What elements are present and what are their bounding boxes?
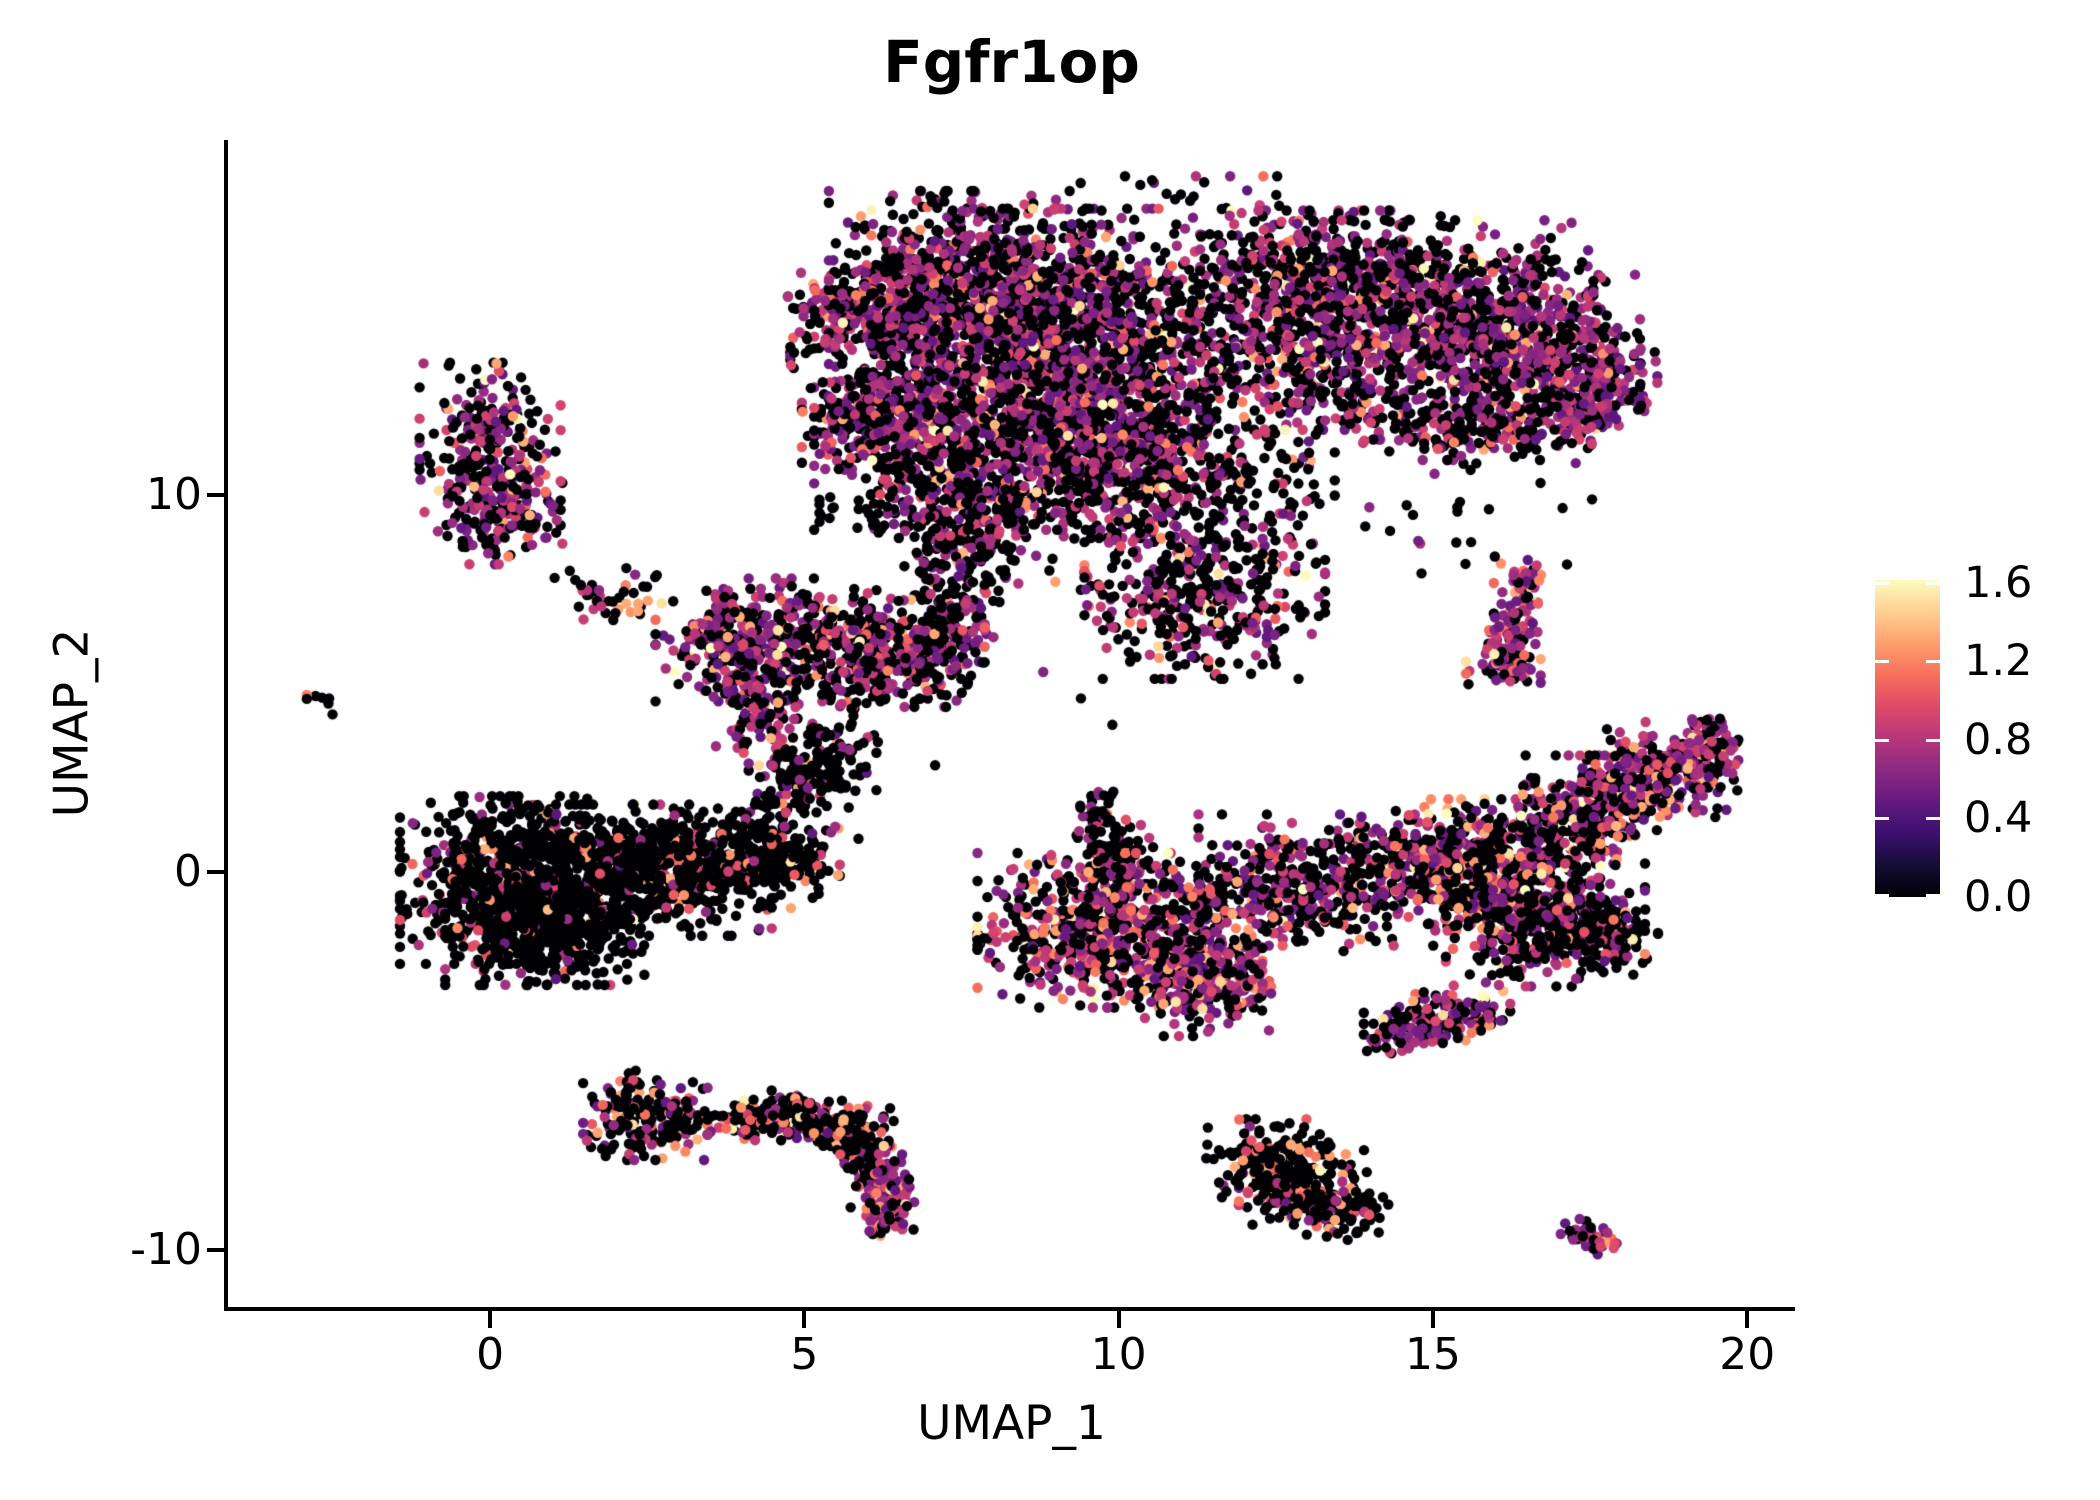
x-tick-label: 0 [476,1329,505,1380]
y-tick-mark [207,1247,224,1252]
x-tick-mark [488,1311,493,1328]
x-tick-label: 10 [1090,1329,1147,1380]
colorbar-tick-label: 0.0 [1964,872,2033,922]
colorbar-tick-label: 0.8 [1964,714,2033,765]
y-tick-label: -10 [130,1223,202,1275]
colorbar-legend [1875,580,1940,897]
x-tick-label: 5 [790,1329,819,1380]
y-tick-mark [207,870,224,875]
x-tick-label: 20 [1719,1329,1776,1380]
colorbar-tick-mark [1875,581,1889,585]
y-axis-line [224,140,228,1311]
x-tick-mark [802,1311,807,1328]
colorbar-tick-mark [1875,817,1889,821]
y-tick-mark [207,492,224,497]
colorbar-tick-label: 1.2 [1964,636,2033,687]
y-axis-label: UMAP_2 [44,628,100,818]
colorbar-tick-mark [1875,738,1889,742]
colorbar-tick-mark [1875,660,1889,664]
y-tick-label: 0 [174,846,202,898]
colorbar-tick-mark [1926,581,1940,585]
x-tick-mark [1745,1311,1750,1328]
x-tick-label: 15 [1404,1329,1461,1380]
x-tick-mark [1430,1311,1435,1328]
colorbar-tick-label: 1.6 [1964,557,2033,608]
colorbar-tick-mark [1926,738,1940,742]
colorbar-gradient [1875,580,1940,897]
colorbar-tick-mark [1875,894,1889,897]
colorbar-tick-mark [1926,660,1940,664]
x-tick-mark [1116,1311,1121,1328]
chart-title: Fgfr1op [883,28,1140,96]
y-tick-label: 10 [146,468,202,520]
colorbar-tick-mark [1926,817,1940,821]
colorbar-tick-label: 0.4 [1964,793,2033,844]
x-axis-label: UMAP_1 [917,1396,1106,1451]
x-axis-line [224,1307,1795,1311]
colorbar-tick-mark [1926,894,1940,897]
